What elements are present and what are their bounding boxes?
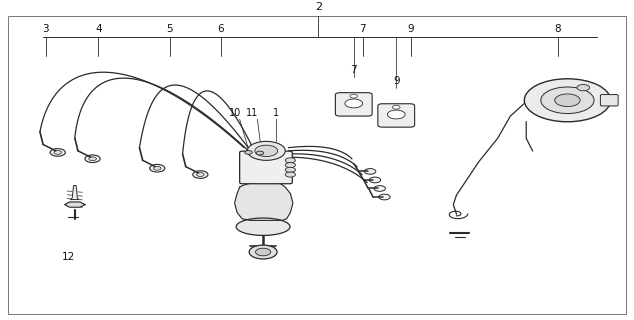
Circle shape <box>89 157 96 161</box>
Text: 9: 9 <box>393 76 399 86</box>
Circle shape <box>54 150 61 154</box>
Circle shape <box>197 173 204 176</box>
Text: 7: 7 <box>359 24 365 34</box>
Circle shape <box>247 141 285 160</box>
Circle shape <box>153 166 161 170</box>
FancyBboxPatch shape <box>378 104 415 127</box>
Circle shape <box>285 172 295 177</box>
Text: 7: 7 <box>351 65 357 75</box>
Circle shape <box>193 171 208 178</box>
Text: 8: 8 <box>555 24 561 34</box>
Text: 4: 4 <box>95 24 101 34</box>
FancyBboxPatch shape <box>600 95 618 106</box>
FancyBboxPatch shape <box>240 151 292 184</box>
Text: 9: 9 <box>408 24 414 34</box>
Polygon shape <box>65 202 85 207</box>
Circle shape <box>249 245 277 259</box>
Circle shape <box>285 163 295 168</box>
Polygon shape <box>235 181 293 220</box>
Circle shape <box>378 194 390 200</box>
Circle shape <box>392 105 400 109</box>
Circle shape <box>345 99 363 108</box>
Text: 11: 11 <box>246 108 259 118</box>
Circle shape <box>350 94 358 98</box>
Circle shape <box>256 151 264 155</box>
Text: 12: 12 <box>62 252 75 261</box>
Polygon shape <box>71 186 79 200</box>
Circle shape <box>245 150 252 154</box>
Circle shape <box>150 164 165 172</box>
Text: 2: 2 <box>314 2 322 12</box>
Circle shape <box>255 145 278 156</box>
Circle shape <box>50 149 65 156</box>
FancyBboxPatch shape <box>335 93 372 116</box>
Circle shape <box>365 169 376 174</box>
Circle shape <box>555 94 580 107</box>
Ellipse shape <box>236 218 290 236</box>
Text: 1: 1 <box>273 108 279 118</box>
Text: 6: 6 <box>217 24 224 34</box>
Circle shape <box>524 79 611 122</box>
Circle shape <box>285 158 295 163</box>
Circle shape <box>85 155 100 163</box>
Circle shape <box>285 167 295 172</box>
Circle shape <box>387 110 405 119</box>
Text: 5: 5 <box>167 24 173 34</box>
Circle shape <box>541 87 594 114</box>
Circle shape <box>369 177 380 183</box>
Text: 10: 10 <box>228 108 241 118</box>
Circle shape <box>577 84 590 91</box>
Circle shape <box>256 248 271 256</box>
Text: 3: 3 <box>42 24 49 34</box>
Circle shape <box>374 186 385 191</box>
